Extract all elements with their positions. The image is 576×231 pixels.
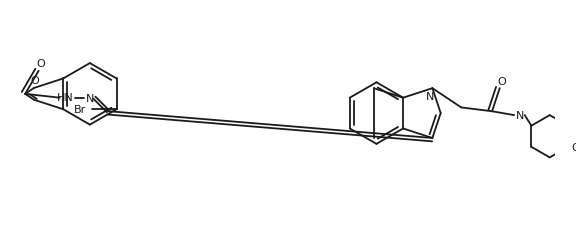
Text: N: N	[85, 93, 94, 103]
Text: O: O	[31, 76, 39, 86]
Text: N: N	[516, 111, 524, 121]
Text: HN: HN	[57, 92, 74, 102]
Text: O: O	[497, 77, 506, 87]
Text: N: N	[426, 91, 435, 101]
Text: Br: Br	[74, 105, 86, 115]
Text: O: O	[36, 59, 45, 69]
Text: O: O	[571, 142, 576, 152]
